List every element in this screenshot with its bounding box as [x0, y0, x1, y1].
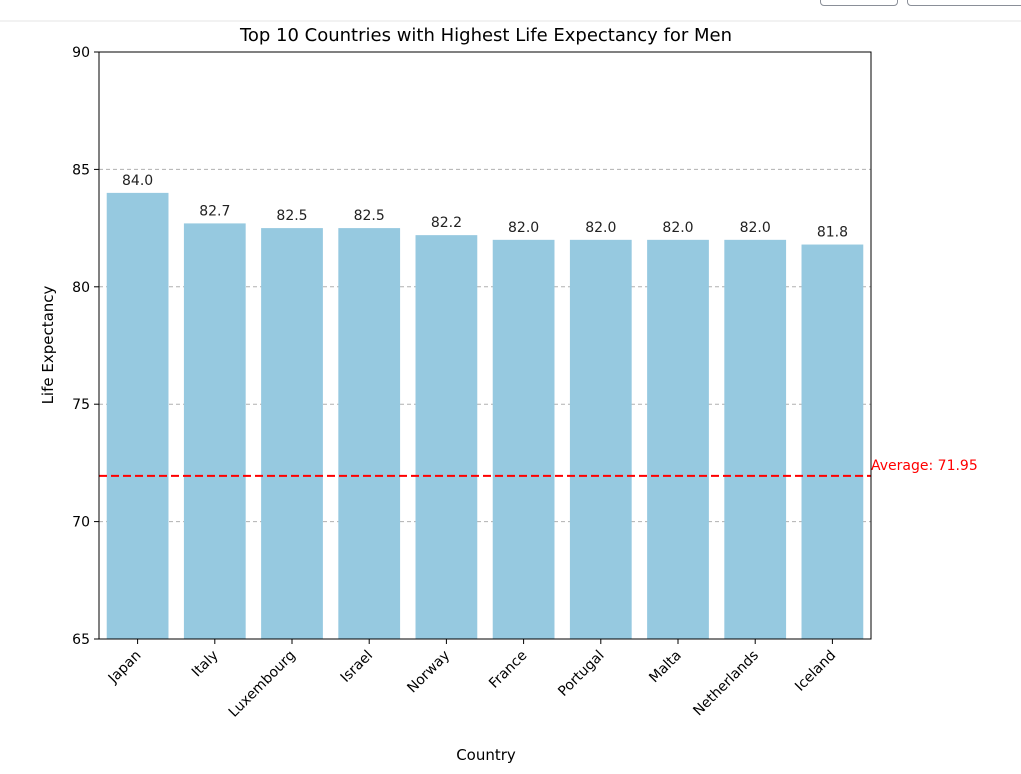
data-label: 84.0 — [122, 173, 153, 189]
x-tick-label: Iceland — [792, 648, 839, 695]
x-tick-label: Portugal — [555, 648, 607, 700]
y-tick-label: 70 — [72, 515, 90, 531]
x-tick-label: Malta — [646, 648, 685, 687]
bar — [261, 228, 323, 639]
toolbar-button-1[interactable] — [820, 0, 898, 6]
y-tick-label: 65 — [72, 632, 90, 648]
toolbar-button-2[interactable] — [907, 0, 1021, 6]
bar — [106, 192, 169, 639]
x-axis-label: Country — [456, 746, 516, 764]
x-tick-label: Netherlands — [690, 648, 762, 720]
data-label: 82.5 — [354, 208, 385, 224]
bar — [569, 239, 632, 639]
bar — [492, 239, 555, 639]
bar — [801, 244, 864, 639]
chart-title: Top 10 Countries with Highest Life Expec… — [239, 25, 732, 46]
x-tick-label: Japan — [105, 648, 145, 688]
bar — [647, 239, 709, 639]
x-tick-label: Israel — [338, 648, 376, 686]
data-label: 82.5 — [276, 208, 307, 224]
data-label: 82.0 — [508, 220, 539, 236]
bar — [338, 228, 401, 639]
x-tick-label: Norway — [404, 648, 453, 697]
average-label: Average: 71.95 — [871, 458, 978, 474]
data-label: 82.0 — [740, 220, 771, 236]
y-tick-label: 75 — [72, 397, 90, 413]
data-label: 81.8 — [817, 225, 848, 241]
y-tick-label: 85 — [72, 162, 90, 178]
x-tick-label: France — [486, 648, 530, 692]
plot-frame — [98, 51, 872, 640]
data-label: 82.0 — [585, 220, 616, 236]
y-axis-label: Life Expectancy — [39, 285, 57, 404]
data-label: 82.0 — [662, 220, 693, 236]
x-tick-label: Luxembourg — [226, 648, 299, 721]
data-label: 82.2 — [431, 215, 462, 231]
data-label: 82.7 — [199, 203, 230, 219]
y-tick-label: 90 — [72, 45, 90, 61]
bar — [724, 239, 787, 639]
x-tick-label: Italy — [189, 648, 222, 681]
bar — [415, 235, 478, 640]
y-tick-label: 80 — [72, 280, 90, 296]
bar — [183, 223, 246, 640]
